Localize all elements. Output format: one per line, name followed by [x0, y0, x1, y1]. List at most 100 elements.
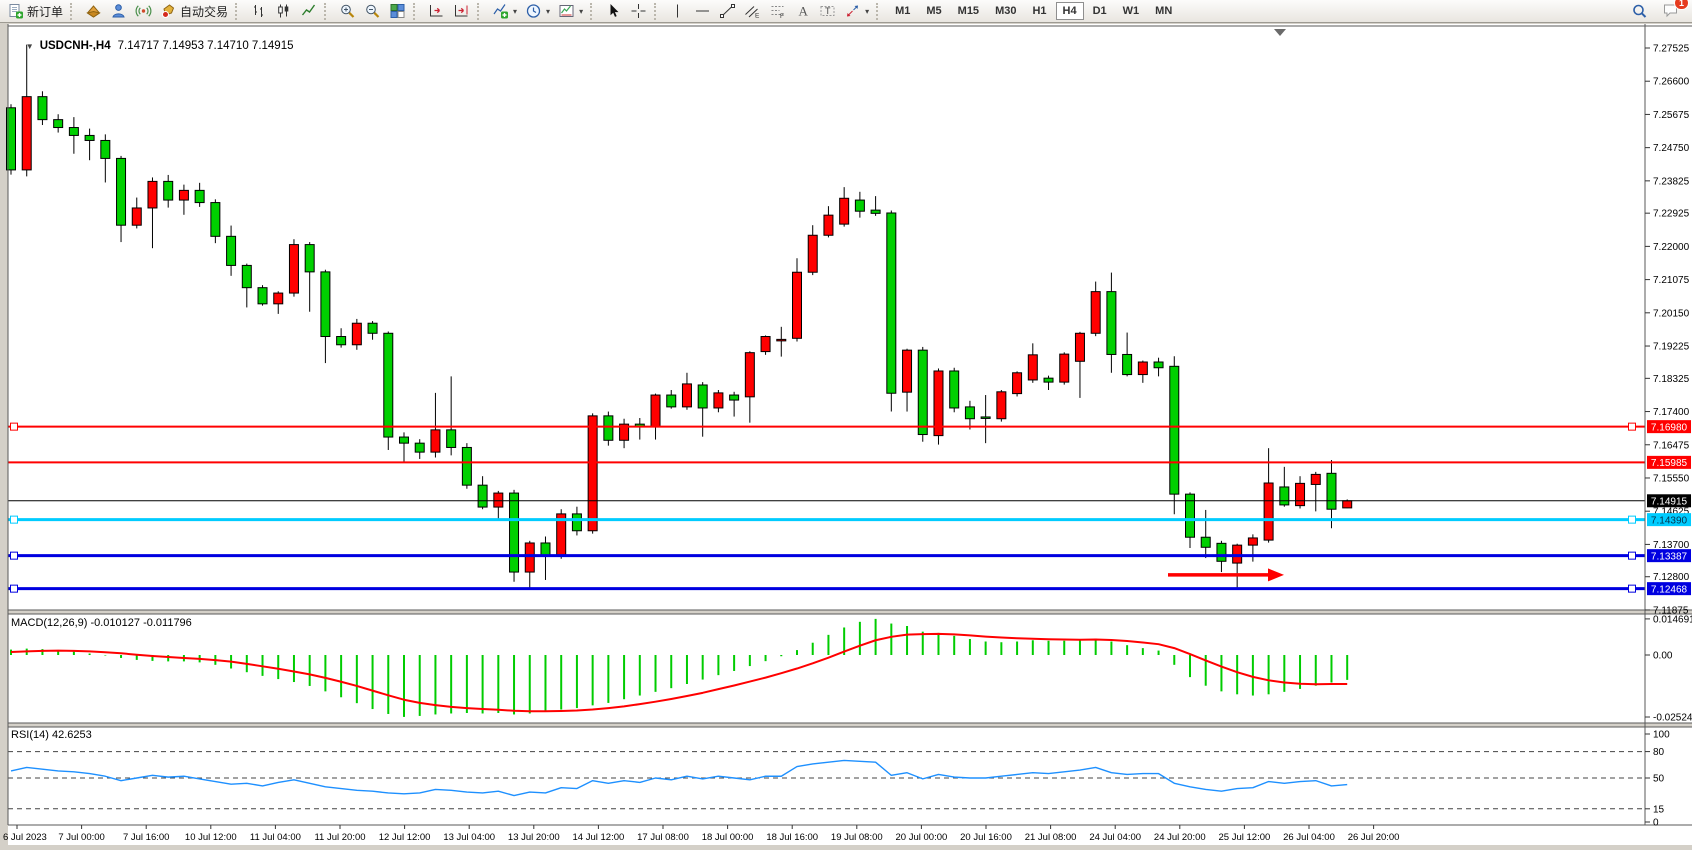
timeframe-m30-button[interactable]: M30: [988, 2, 1023, 20]
cursor-button[interactable]: [601, 1, 626, 21]
text-label-icon: T: [820, 6, 835, 16]
timeframe-h4-button[interactable]: H4: [1055, 2, 1084, 20]
toolbar-grip: [413, 2, 420, 20]
candle-up: [131, 207, 142, 226]
search-button[interactable]: [1627, 1, 1652, 21]
timeframe-m15-button[interactable]: M15: [951, 2, 986, 20]
svg-text:7.22000: 7.22000: [1653, 242, 1690, 253]
zoom-in-button[interactable]: [335, 1, 360, 21]
timeframe-m5-button[interactable]: M5: [919, 2, 948, 20]
line-chart-button[interactable]: [296, 1, 321, 21]
svg-text:7.12468: 7.12468: [1651, 584, 1688, 595]
svg-text:7.26600: 7.26600: [1653, 77, 1690, 88]
trendline-button[interactable]: [715, 1, 740, 21]
svg-text:7.15550: 7.15550: [1653, 473, 1690, 484]
metaeditor-button[interactable]: [81, 1, 106, 21]
line-handle[interactable]: [1628, 422, 1636, 431]
line-handle[interactable]: [10, 422, 18, 431]
candle-up: [1232, 544, 1243, 564]
timeframe-d1-button[interactable]: D1: [1086, 2, 1114, 20]
candle-down: [461, 446, 472, 486]
candle-down: [1200, 536, 1211, 548]
line-handle[interactable]: [10, 584, 18, 593]
svg-text:13 Jul 20:00: 13 Jul 20:00: [508, 832, 560, 843]
candle-down: [336, 336, 347, 346]
candle-up: [650, 394, 661, 428]
one-click-trading-arrow-icon[interactable]: ▼: [25, 42, 34, 51]
line-handle[interactable]: [1628, 551, 1636, 560]
autotrading-button[interactable]: 自动交易: [156, 1, 232, 21]
candle-down: [37, 96, 48, 121]
new-order-button[interactable]: 新订单: [3, 1, 67, 21]
svg-text:7.14915: 7.14915: [1651, 496, 1688, 507]
vertical-line-button[interactable]: [665, 1, 690, 21]
channel-button[interactable]: E: [740, 1, 765, 21]
text-label-button[interactable]: T: [815, 1, 840, 21]
price-tag: [1647, 582, 1691, 596]
line-chart-icon: [301, 4, 316, 16]
chart-shift-button[interactable]: [449, 1, 474, 21]
chart-canvas[interactable]: 7.27525 7.26600 7.25675 7.24750 7.23825 7.229…: [0, 24, 1692, 850]
rsi-level-lines: [8, 751, 1645, 810]
toolbar-grip: [876, 2, 883, 20]
svg-text:7.13700: 7.13700: [1653, 540, 1690, 551]
svg-text:11 Jul 20:00: 11 Jul 20:00: [314, 832, 365, 843]
candle-up: [178, 189, 189, 201]
text-button[interactable]: A: [790, 1, 815, 21]
periods-button[interactable]: ▾: [521, 1, 554, 21]
candle-down: [53, 119, 64, 129]
horizontal-price-lines[interactable]: [8, 422, 1645, 593]
candle-down: [729, 394, 740, 401]
panel-borders: [0, 24, 1692, 826]
line-handle[interactable]: [1628, 584, 1636, 593]
svg-text:F: F: [780, 13, 784, 19]
timeframe-h1-button[interactable]: H1: [1025, 2, 1053, 20]
toolbar-right: 1: [1627, 0, 1689, 23]
templates-button[interactable]: ▾: [554, 1, 587, 21]
bar-chart-button[interactable]: [246, 1, 271, 21]
arrows-button[interactable]: ▾: [840, 1, 873, 21]
chart-background: [0, 24, 1692, 850]
autotrading-label: 自动交易: [180, 4, 229, 19]
chart-shift-marker-icon[interactable]: [1274, 29, 1286, 36]
fibonacci-button[interactable]: F: [765, 1, 790, 21]
line-handle[interactable]: [10, 551, 18, 560]
candle-up: [1295, 482, 1306, 507]
candle-down: [116, 157, 127, 226]
line-handle[interactable]: [10, 515, 18, 524]
tile-windows-button[interactable]: [385, 1, 410, 21]
template-icon: [559, 5, 574, 17]
svg-text:7.22925: 7.22925: [1653, 209, 1690, 220]
horizontal-line-button[interactable]: [690, 1, 715, 21]
svg-text:7.14625: 7.14625: [1653, 507, 1690, 518]
vertical-line-icon: [677, 4, 679, 18]
candle-down: [1043, 377, 1054, 383]
timeframe-m1-button[interactable]: M1: [888, 2, 917, 20]
svg-text:7.27525: 7.27525: [1653, 44, 1690, 55]
timeframe-w1-button[interactable]: W1: [1116, 2, 1147, 20]
auto-scroll-button[interactable]: [424, 1, 449, 21]
svg-text:7 Jul 16:00: 7 Jul 16:00: [123, 832, 169, 843]
arrows-icon: [847, 5, 859, 17]
community-button[interactable]: [106, 1, 131, 21]
candle-up: [1090, 291, 1101, 334]
candle-down: [917, 349, 928, 436]
candle-up: [1247, 537, 1258, 546]
signals-button[interactable]: [131, 1, 156, 21]
new-order-icon: [9, 4, 23, 19]
line-handle[interactable]: [1628, 515, 1636, 524]
arrow-annotation[interactable]: [1168, 568, 1284, 582]
candle-down: [68, 127, 79, 136]
timeframe-mn-button[interactable]: MN: [1148, 2, 1179, 20]
candle-up: [273, 292, 284, 305]
crosshair-button[interactable]: [626, 1, 651, 21]
price-scale: 7.27525 7.26600 7.25675 7.24750 7.23825 7.229…: [1645, 44, 1692, 829]
svg-text:11 Jul 04:00: 11 Jul 04:00: [250, 832, 301, 843]
zoom-out-button[interactable]: [360, 1, 385, 21]
indicators-button[interactable]: ▾: [488, 1, 521, 21]
candle-up: [1310, 473, 1321, 485]
candle-down: [540, 542, 551, 557]
candle-down: [100, 139, 111, 159]
candlestick-chart-button[interactable]: [271, 1, 296, 21]
candle-down: [257, 287, 268, 305]
